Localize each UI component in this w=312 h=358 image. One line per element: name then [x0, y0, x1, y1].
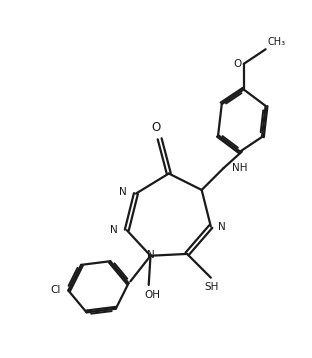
Text: N: N	[218, 222, 226, 232]
Text: N: N	[119, 187, 127, 197]
Text: O: O	[151, 121, 161, 134]
Text: N: N	[147, 250, 154, 260]
Text: SH: SH	[204, 282, 219, 292]
Text: NH: NH	[232, 163, 247, 173]
Text: OH: OH	[144, 290, 160, 300]
Text: Cl: Cl	[50, 285, 60, 295]
Text: O: O	[234, 59, 242, 69]
Text: N: N	[110, 225, 118, 235]
Text: CH₃: CH₃	[267, 38, 285, 48]
